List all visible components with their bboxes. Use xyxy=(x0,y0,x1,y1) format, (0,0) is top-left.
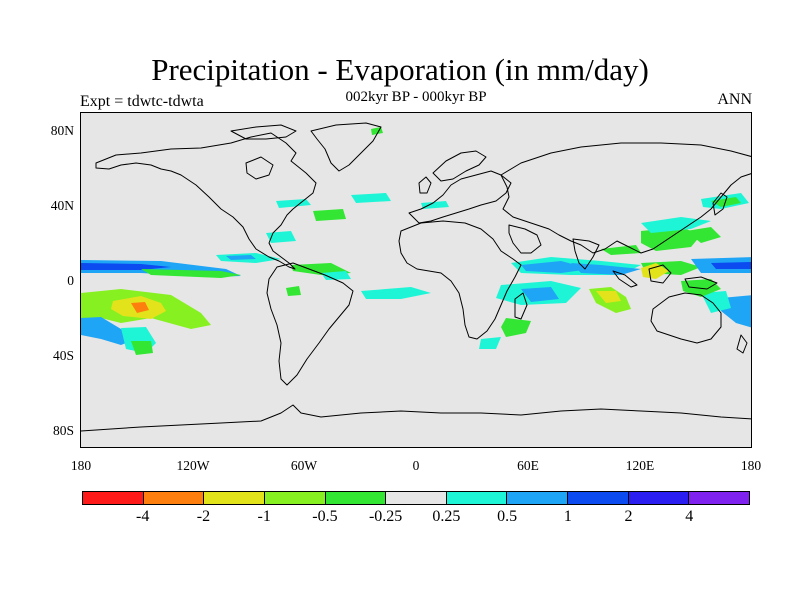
colorbar-swatch-8 xyxy=(568,492,629,504)
experiment-label: Expt = tdwtc-tdwta xyxy=(80,93,204,110)
coast-scandinavia xyxy=(432,150,487,182)
anomaly-north-atlantic-cyan2 xyxy=(421,201,449,209)
anomaly-kuroshio-green xyxy=(711,197,741,207)
colorbar-label-3: -0.5 xyxy=(312,508,338,525)
world-map xyxy=(81,122,751,432)
anomaly-atlantic-cyan2 xyxy=(321,271,351,280)
coast-antarctica xyxy=(81,404,751,432)
anomaly-east-pacific-blue xyxy=(226,255,256,260)
lon-label-60w: 60W xyxy=(290,458,318,473)
colorbar-swatch-0 xyxy=(83,492,144,504)
colorbar-swatch-2 xyxy=(204,492,265,504)
anomaly-fields xyxy=(81,127,751,355)
season-label: ANN xyxy=(717,91,752,108)
map-panel xyxy=(80,112,752,448)
anomaly-south-indian-blue xyxy=(521,287,559,302)
coast-south-america xyxy=(266,262,354,386)
anomaly-indian-green-patch xyxy=(501,318,531,337)
anomaly-south-pacific-blue xyxy=(81,317,131,345)
coast-arabia xyxy=(508,224,542,254)
lat-label-eq: 0 xyxy=(67,273,74,288)
chart-title: Precipitation - Evaporation (in mm/day) xyxy=(151,52,649,87)
colorbar-label-5: 0.25 xyxy=(432,508,461,525)
lon-label-0: 0 xyxy=(412,458,420,473)
lat-label-80n: 80N xyxy=(50,123,74,138)
lon-label-60e: 60E xyxy=(517,458,539,473)
coast-new-guinea xyxy=(684,276,718,290)
anomaly-indian-blue2 xyxy=(571,263,641,275)
chart-subtitle: 002kyr BP - 000kyr BP xyxy=(345,89,487,105)
anomaly-pacific-west-blue-core xyxy=(81,263,171,270)
coast-asia xyxy=(500,142,751,254)
coast-australia xyxy=(650,292,722,344)
anomaly-south-china-green xyxy=(641,227,701,251)
colorbar-swatch-7 xyxy=(507,492,569,504)
colorbar-swatch-4 xyxy=(325,492,387,504)
coast-canadian-arctic xyxy=(230,124,297,140)
lon-label-120w: 120W xyxy=(176,458,210,473)
anomaly-sw-pacific-cyan xyxy=(701,291,731,313)
coast-madagascar xyxy=(514,292,528,320)
anomaly-atlantic-cyan xyxy=(266,231,296,243)
colorbar-swatch-5 xyxy=(386,492,447,504)
coast-greenland xyxy=(310,122,382,172)
anomaly-pacific-green-band xyxy=(141,269,241,278)
coast-india xyxy=(572,238,600,270)
colorbar-label-7: 1 xyxy=(563,508,572,525)
colorbar-swatch-10 xyxy=(689,492,750,504)
lat-label-40n: 40N xyxy=(50,198,74,213)
coast-japan xyxy=(712,192,728,216)
lon-label-180w: 180 xyxy=(70,458,92,473)
coastlines xyxy=(81,122,751,432)
colorbar-label-1: -2 xyxy=(196,508,211,525)
colorbar-swatch-6 xyxy=(446,492,508,504)
anomaly-north-atlantic-cyan3 xyxy=(276,199,311,208)
lat-label-40s: 40S xyxy=(52,348,74,363)
coast-europe xyxy=(408,170,512,224)
coast-sumatra xyxy=(612,270,638,288)
lon-label-180e: 180 xyxy=(740,458,762,473)
anomaly-indian-blue xyxy=(521,261,591,273)
anomaly-arabian-cyan xyxy=(479,337,501,349)
coast-new-zealand xyxy=(736,334,748,354)
anomaly-south-atlantic-cyan xyxy=(361,287,431,299)
lon-label-120e: 120E xyxy=(625,458,655,473)
colorbar-label-0: -4 xyxy=(136,508,150,525)
anomaly-north-atlantic-cyan xyxy=(351,193,391,203)
coast-borneo xyxy=(648,264,672,284)
coast-north-america xyxy=(95,132,317,270)
colorbar-label-4: -0.25 xyxy=(368,508,403,525)
lat-label-80s: 80S xyxy=(52,423,74,438)
colorbar-swatch-3 xyxy=(264,492,326,504)
anomaly-w-pacific-blue-core xyxy=(711,262,751,269)
anomaly-north-atlantic-green xyxy=(313,209,346,221)
coast-hudson-bay xyxy=(245,156,274,180)
anomaly-south-pacific-green2 xyxy=(131,341,153,355)
anomaly-south-pacific-orange xyxy=(131,302,149,313)
anomaly-warm-pool-yellow xyxy=(641,263,669,279)
colorbar-label-6: 0.5 xyxy=(497,508,518,525)
colorbar-label-8: 2 xyxy=(624,508,633,525)
colorbar-label-9: 4 xyxy=(685,508,694,525)
anomaly-nw-pacific-green xyxy=(686,227,721,243)
anomaly-amazon-green xyxy=(286,286,301,296)
colorbar-swatch-9 xyxy=(628,492,690,504)
coast-british-isles xyxy=(418,176,432,194)
anomaly-nw-pacific-cyan xyxy=(641,217,711,233)
colorbar-swatch-1 xyxy=(143,492,205,504)
coast-africa xyxy=(398,220,522,340)
anomaly-indian-yellow xyxy=(596,291,621,303)
colorbar-label-2: -1 xyxy=(257,508,271,525)
colorbar xyxy=(82,491,750,505)
